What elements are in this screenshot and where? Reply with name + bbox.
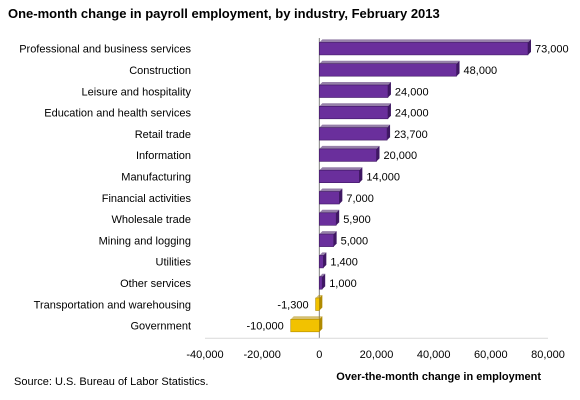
category-label: Other services — [120, 278, 191, 290]
data-label: 1,000 — [329, 278, 357, 290]
bar-top-face — [319, 124, 391, 128]
bar-top-face — [319, 145, 380, 149]
data-label: 48,000 — [464, 65, 498, 77]
x-tick-label: 20,000 — [360, 349, 394, 361]
bar — [319, 106, 389, 120]
bar-side-face — [322, 273, 326, 290]
bar — [319, 276, 323, 290]
bar-side-face — [319, 295, 323, 311]
data-label: 14,000 — [366, 171, 400, 183]
bar — [319, 148, 377, 162]
bar-top-face — [319, 188, 343, 192]
category-label: Transportation and warehousing — [34, 299, 191, 311]
x-tick-label: 80,000 — [531, 349, 565, 361]
bar-side-face — [333, 231, 337, 247]
bar — [319, 212, 337, 226]
bar — [319, 84, 389, 98]
bar-top-face — [315, 295, 323, 298]
bar-top-face — [319, 252, 327, 256]
bar-side-face — [456, 60, 460, 77]
bar-side-face — [336, 209, 340, 226]
category-label: Government — [130, 321, 191, 333]
bar — [319, 42, 529, 56]
category-label: Retail trade — [135, 129, 191, 141]
bar-top-face — [319, 273, 326, 277]
category-label: Education and health services — [44, 108, 191, 120]
data-label: -10,000 — [246, 321, 283, 333]
data-label: 73,000 — [535, 44, 569, 56]
category-label: Mining and logging — [99, 235, 191, 247]
bar-top-face — [319, 231, 337, 235]
bar-top-face — [319, 103, 391, 107]
category-label: Leisure and hospitality — [82, 86, 192, 98]
bar-side-face — [359, 167, 363, 183]
data-label: 5,000 — [341, 235, 369, 247]
bar — [319, 169, 360, 183]
bar-side-face — [323, 252, 327, 268]
category-label: Professional and business services — [19, 44, 191, 56]
data-label: 24,000 — [395, 86, 429, 98]
x-tick-label: 0 — [316, 349, 322, 361]
data-label: 7,000 — [346, 193, 374, 205]
bar-top-face — [319, 167, 363, 171]
bar — [315, 297, 320, 311]
data-label: 1,400 — [330, 257, 358, 269]
bar — [290, 318, 320, 333]
bar-top-face — [319, 82, 391, 85]
bar-top-face — [319, 209, 340, 213]
data-label: -1,300 — [277, 299, 308, 311]
source-note: Source: U.S. Bureau of Labor Statistics. — [14, 376, 209, 388]
data-label: 23,700 — [394, 129, 428, 141]
x-tick-label: -40,000 — [186, 349, 223, 361]
category-label: Construction — [129, 65, 191, 77]
bar-side-face — [376, 145, 380, 162]
bar-side-face — [387, 103, 391, 119]
bar-side-face — [527, 39, 531, 55]
data-label: 24,000 — [395, 108, 429, 120]
bar-side-face — [387, 82, 391, 98]
bar — [319, 63, 457, 77]
category-label: Financial activities — [102, 193, 192, 205]
category-label: Manufacturing — [121, 171, 191, 183]
x-tick-label: -20,000 — [244, 349, 281, 361]
bar-top-face — [319, 39, 531, 43]
category-label: Utilities — [156, 257, 192, 269]
bar — [319, 191, 340, 205]
bar — [319, 233, 334, 247]
category-label: Information — [136, 150, 191, 162]
x-tick-label: 40,000 — [417, 349, 451, 361]
x-tick-label: 60,000 — [474, 349, 508, 361]
x-axis-title: Over-the-month change in employment — [336, 371, 541, 383]
data-label: 20,000 — [384, 150, 418, 162]
bar-top-face — [290, 316, 323, 320]
bar — [319, 127, 388, 141]
bar-top-face — [319, 60, 460, 64]
bar-side-face — [319, 316, 323, 332]
category-label: Wholesale trade — [112, 214, 192, 226]
bar — [319, 255, 324, 269]
data-label: 5,900 — [343, 214, 371, 226]
chart-title: One-month change in payroll employment, … — [8, 6, 440, 21]
bar-side-face — [387, 124, 391, 141]
bar-side-face — [339, 188, 343, 204]
